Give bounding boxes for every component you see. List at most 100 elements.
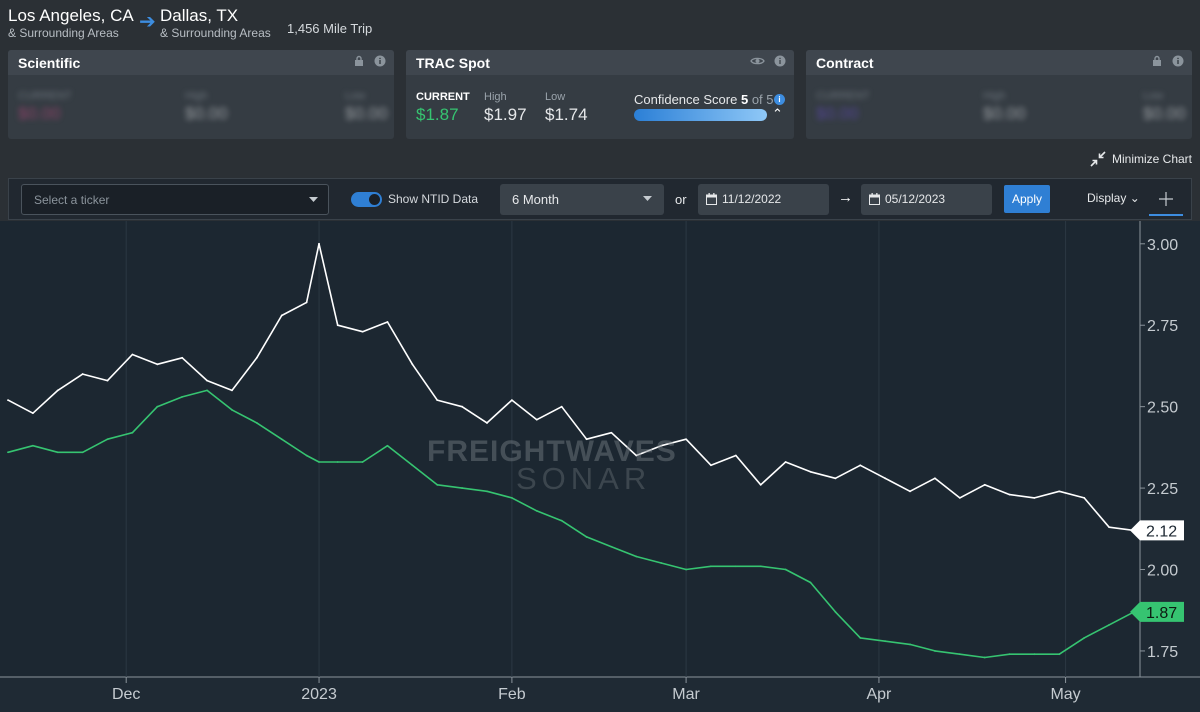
series-point-0 xyxy=(81,373,84,375)
series-point-0 xyxy=(511,399,513,402)
series-point-0 xyxy=(386,321,389,323)
x-tick-label: Dec xyxy=(112,686,140,703)
series-point-1 xyxy=(1008,653,1011,656)
current-label: CURRENT xyxy=(416,91,470,103)
or-label: or xyxy=(675,192,687,207)
series-point-1 xyxy=(909,643,911,646)
contract-card: Contract CURRENT $0.00 High $0.00 Low $0… xyxy=(806,50,1192,139)
x-tick-label: Feb xyxy=(498,686,526,703)
series-point-1 xyxy=(710,565,712,568)
chart-svg: Dec 2023 Feb Mar Apr May 3.00 2.75 2.50 2.25 2.00 1… xyxy=(0,221,1200,712)
scientific-card: Scientific CURRENT $0.00 High $0.00 Low … xyxy=(8,50,394,139)
card-title: Scientific xyxy=(18,55,81,71)
current-label: CURRENT xyxy=(816,90,870,102)
series-point-1 xyxy=(81,451,84,454)
series-point-1 xyxy=(305,454,308,457)
lock-icon[interactable] xyxy=(353,55,365,67)
ntid-toggle[interactable] xyxy=(351,192,382,207)
series-point-1 xyxy=(585,536,588,538)
series-point-1 xyxy=(958,653,961,656)
ticker-select[interactable]: Select a ticker xyxy=(21,184,329,215)
series-point-0 xyxy=(411,363,414,366)
display-label: Display xyxy=(1087,191,1127,205)
price-chart[interactable]: Dec 2023 Feb Mar Apr May 3.00 2.75 2.50 2.25 2.00 1… xyxy=(0,221,1200,712)
origin-subtitle: & Surrounding Areas xyxy=(8,26,119,40)
x-axis-panel xyxy=(0,677,1200,712)
series-point-0 xyxy=(685,438,687,441)
series-point-1 xyxy=(884,640,887,643)
current-label: CURRENT xyxy=(18,90,72,102)
series-point-1 xyxy=(280,438,283,441)
series-point-1 xyxy=(1058,653,1061,656)
series-point-1 xyxy=(535,509,538,512)
series-point-1 xyxy=(31,444,34,447)
current-value: $0.00 xyxy=(18,104,61,123)
high-label: High xyxy=(484,91,507,103)
series-point-0 xyxy=(436,399,439,402)
low-value: $0.00 xyxy=(1143,104,1186,123)
lock-icon[interactable] xyxy=(1151,55,1163,67)
series-point-1 xyxy=(834,610,837,613)
confidence-label: Confidence Score xyxy=(634,92,738,107)
confidence-bar xyxy=(634,109,767,121)
end-date-input[interactable]: 05/12/2023 xyxy=(861,184,992,215)
chart-background xyxy=(0,221,1200,712)
series-point-0 xyxy=(834,477,837,480)
info-icon[interactable] xyxy=(774,55,786,67)
series-point-1 xyxy=(436,483,439,486)
period-value: 6 Month xyxy=(512,192,559,207)
series-point-0 xyxy=(181,356,184,359)
series-point-0 xyxy=(280,314,283,317)
series-point-0 xyxy=(635,454,638,457)
low-label: Low xyxy=(1143,90,1164,102)
chevron-up-icon[interactable]: ⌃ xyxy=(772,106,783,121)
calendar-icon xyxy=(869,193,880,205)
series-point-0 xyxy=(535,418,538,421)
period-select[interactable]: 6 Month xyxy=(500,184,664,215)
series-point-0 xyxy=(461,405,464,408)
low-label: Low xyxy=(345,90,366,102)
ticker-placeholder: Select a ticker xyxy=(34,193,110,207)
apply-button[interactable]: Apply xyxy=(1004,185,1050,213)
route-arrow-icon: ➔ xyxy=(139,11,156,33)
crosshair-button[interactable] xyxy=(1149,183,1183,216)
last-value-tag xyxy=(1130,601,1184,622)
trip-distance: 1,456 Mile Trip xyxy=(287,21,373,36)
high-value: $0.00 xyxy=(185,104,228,123)
series-point-1 xyxy=(635,555,638,558)
series-point-1 xyxy=(859,637,862,639)
series-point-1 xyxy=(610,545,613,548)
series-point-1 xyxy=(511,496,513,499)
y-tick-label: 1.75 xyxy=(1147,644,1178,661)
chevron-down-icon: ⌄ xyxy=(1129,191,1140,205)
series-point-1 xyxy=(934,650,936,652)
start-date-input[interactable]: 11/12/2022 xyxy=(698,184,829,215)
watermark-sonar: SONAR xyxy=(516,461,652,496)
display-menu[interactable]: Display ⌄ xyxy=(1087,191,1140,205)
last-value-text: 2.12 xyxy=(1146,523,1177,540)
confidence-info-icon[interactable]: i xyxy=(774,94,785,105)
current-value: $1.87 xyxy=(416,105,459,124)
info-icon[interactable] xyxy=(374,55,386,67)
series-point-0 xyxy=(1033,496,1036,499)
start-date-value: 11/12/2022 xyxy=(722,192,782,206)
series-point-0 xyxy=(934,477,936,480)
series-point-1 xyxy=(255,422,258,424)
series-point-0 xyxy=(318,242,320,245)
ntid-toggle-label: Show NTID Data xyxy=(388,192,479,206)
series-point-1 xyxy=(1033,653,1036,656)
series-point-0 xyxy=(734,454,737,457)
series-point-0 xyxy=(106,379,109,382)
series-point-1 xyxy=(809,581,812,584)
confidence-value: 5 xyxy=(740,92,749,107)
info-icon[interactable] xyxy=(1172,55,1184,67)
series-point-1 xyxy=(983,656,986,659)
series-point-1 xyxy=(131,431,134,434)
card-title: TRAC Spot xyxy=(416,55,490,71)
series-point-1 xyxy=(486,490,488,493)
eye-icon[interactable] xyxy=(750,55,765,67)
minimize-chart-button[interactable]: Minimize Chart xyxy=(1090,151,1192,167)
origin-city: Los Angeles, CA xyxy=(8,6,134,25)
series-point-0 xyxy=(784,461,787,463)
series-point-0 xyxy=(710,464,712,467)
